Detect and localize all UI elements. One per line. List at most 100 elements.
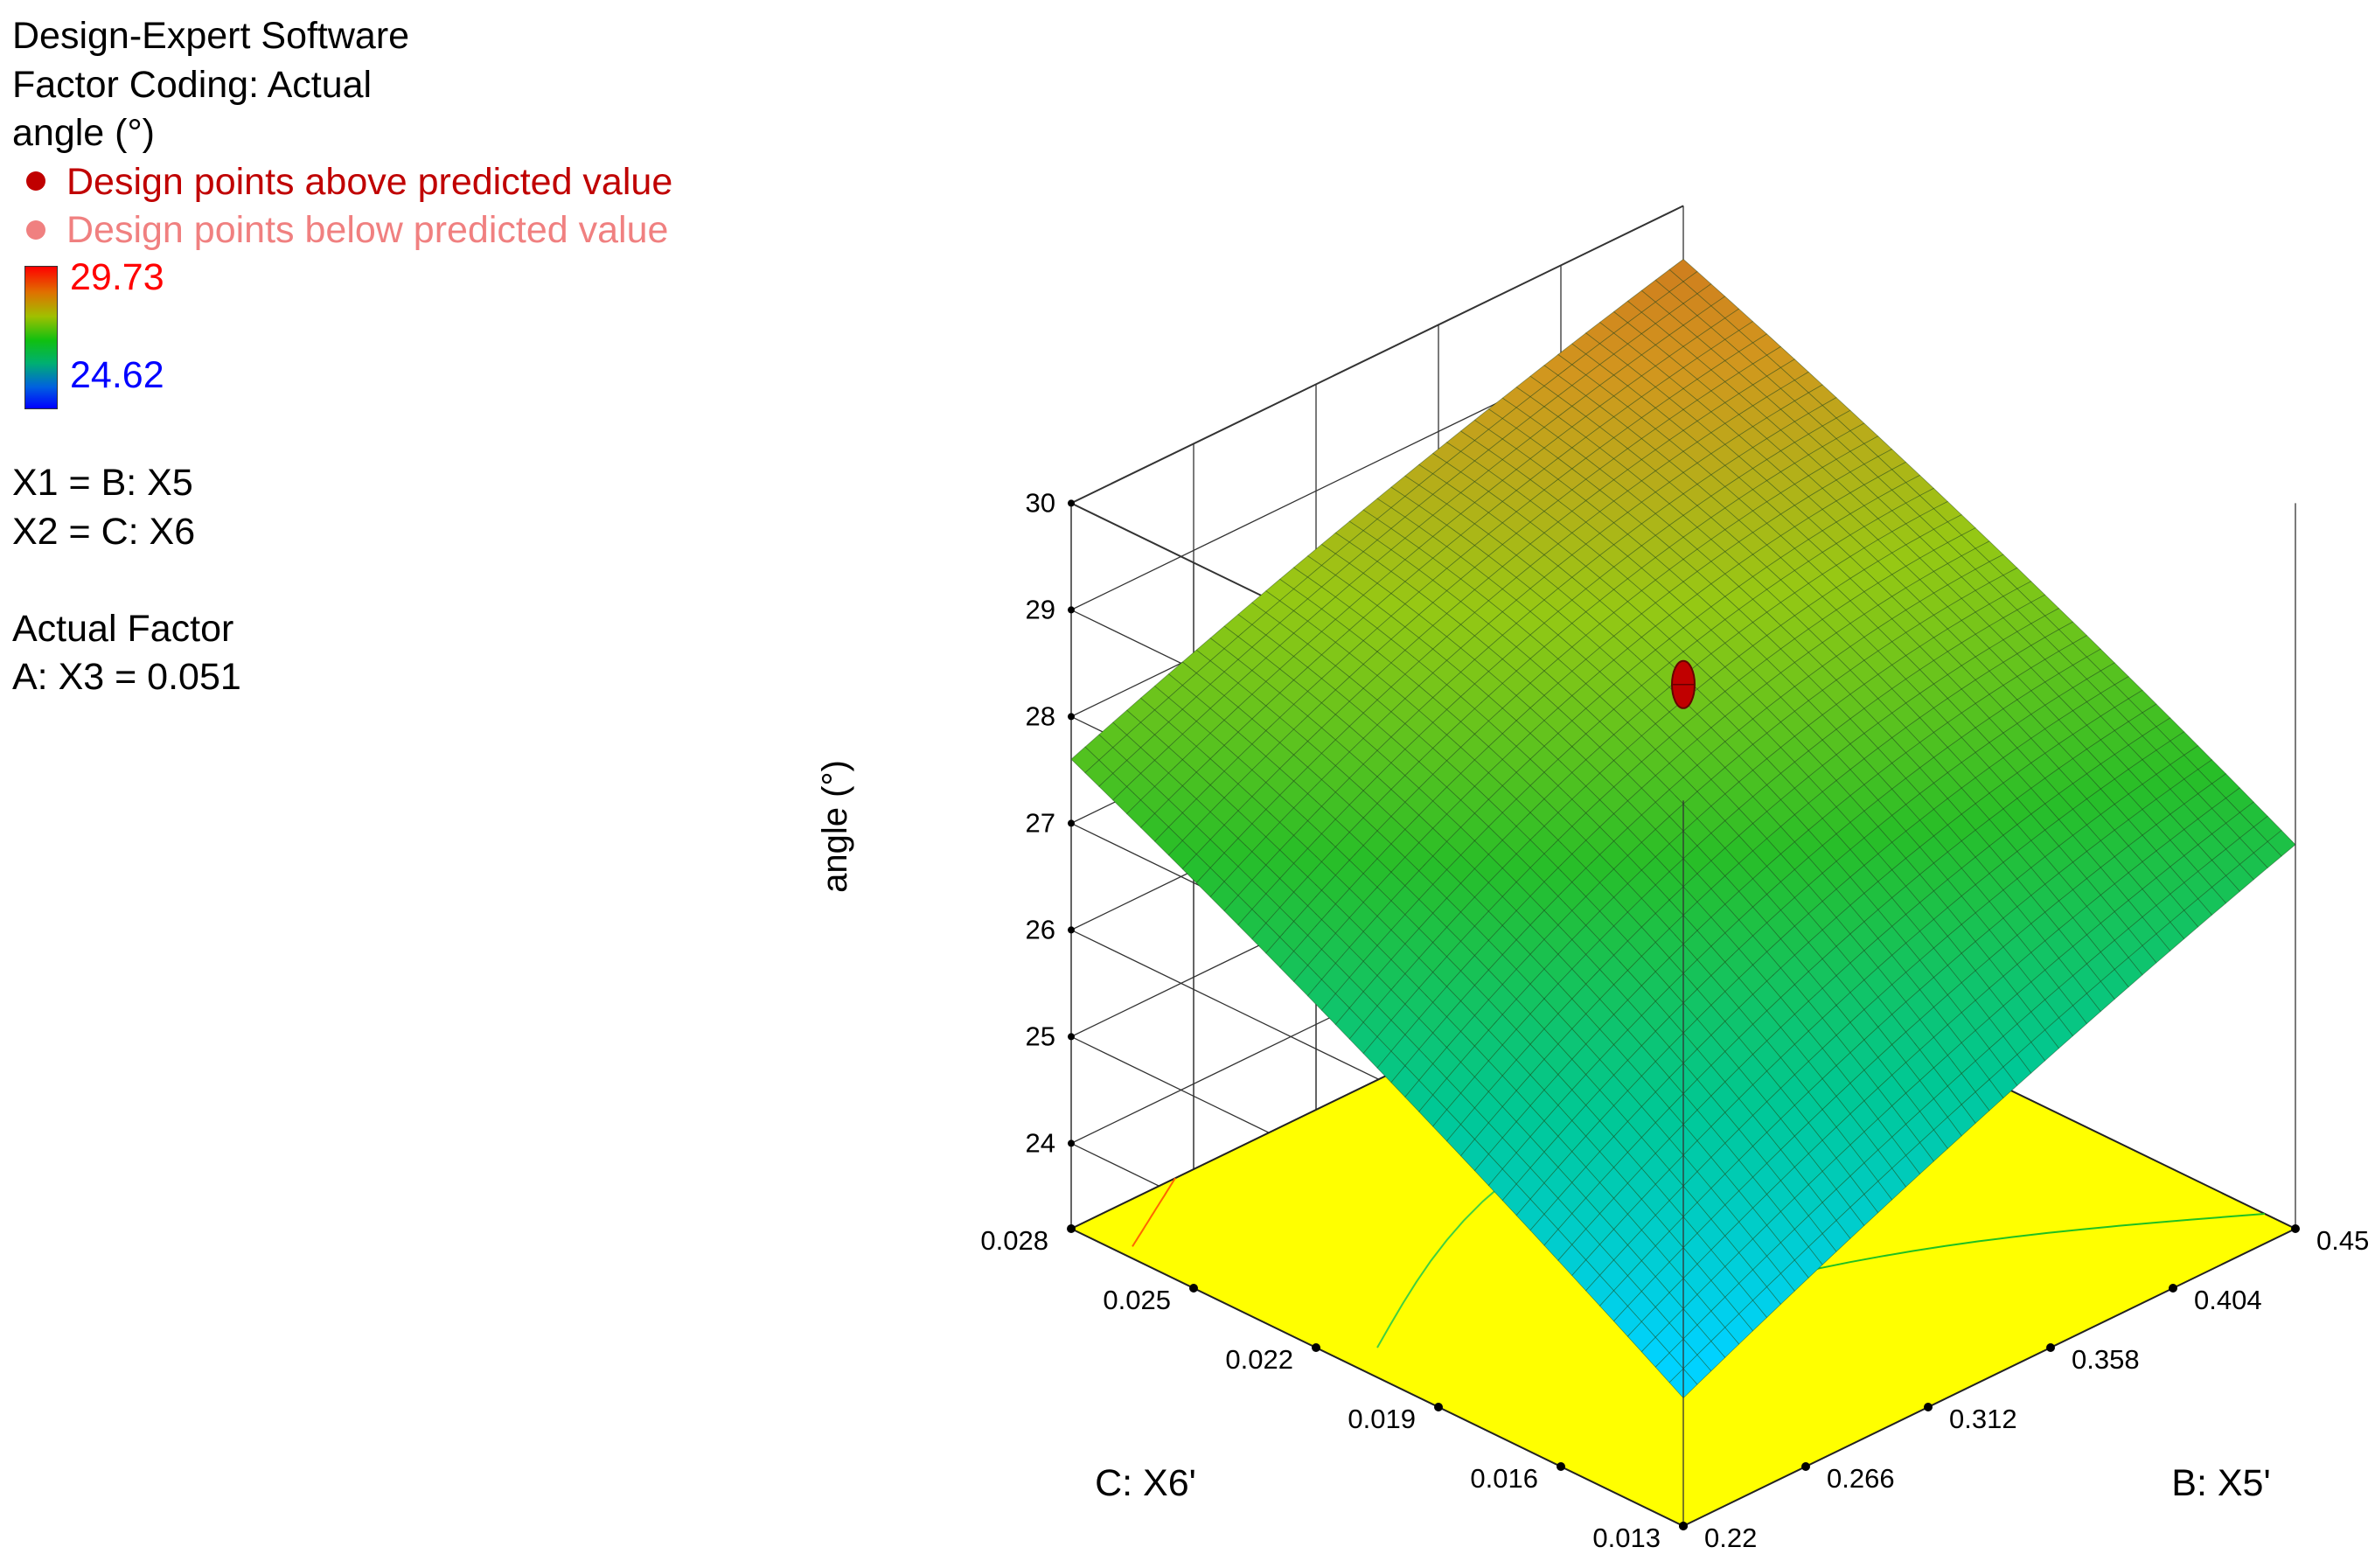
surface-cell	[1975, 873, 2004, 902]
surface-cell	[1835, 795, 1865, 823]
surface-cell	[1975, 561, 2004, 583]
surface-cell	[1947, 1104, 1976, 1137]
surface-cell	[1807, 1109, 1837, 1141]
surface-cell	[1654, 503, 1684, 526]
surface-cell	[1459, 1045, 1489, 1078]
surface-cell	[1738, 1238, 1768, 1271]
surface-cell	[1612, 1275, 1642, 1307]
surface-cell	[1780, 592, 1809, 617]
surface-cell	[1598, 1259, 1628, 1292]
surface-cell	[1654, 313, 1684, 336]
surface-cell	[1780, 896, 1809, 927]
surface-cell	[1362, 776, 1392, 805]
surface-cell	[1682, 462, 1712, 485]
surface-cell	[1278, 588, 1309, 612]
surface-cell	[1975, 767, 2004, 794]
surface-cell	[1612, 747, 1642, 775]
surface-cell	[1682, 930, 1712, 961]
surface-cell	[1348, 845, 1378, 875]
surface-cell	[1279, 780, 1309, 809]
surface-cell	[1501, 882, 1531, 912]
surface-cell	[1849, 1039, 1879, 1071]
surface-cell	[1724, 781, 1754, 810]
surface-cell	[1571, 812, 1601, 841]
surface-cell	[1766, 772, 1795, 801]
surface-cell	[1738, 489, 1768, 512]
surface-cell	[1265, 937, 1295, 968]
surface-cell	[1459, 589, 1489, 614]
surface-cell	[1752, 732, 1781, 760]
surface-cell	[1348, 763, 1378, 791]
surface-cell	[1584, 447, 1615, 470]
surface-cell	[1070, 746, 1100, 774]
surface-cell	[1292, 715, 1322, 742]
surface-cell	[1279, 703, 1309, 730]
surface-cell	[2114, 957, 2143, 988]
surface-cell	[1418, 855, 1448, 885]
surface-cell	[1585, 910, 1615, 941]
surface-cell	[1195, 867, 1225, 898]
b-tick-label-0: 0.22	[1704, 1523, 1757, 1553]
surface-cell	[1418, 800, 1448, 829]
surface-cell	[1807, 1202, 1837, 1235]
surface-cell	[1459, 567, 1489, 590]
surface-cell	[1223, 756, 1253, 784]
surface-cell	[1501, 771, 1531, 800]
surface-cell	[1348, 640, 1378, 666]
surface-cell	[1515, 867, 1545, 897]
surface-cell	[1877, 712, 1907, 739]
surface-cell	[1265, 578, 1295, 602]
surface-cell	[1863, 436, 1893, 457]
legend-above: Design points above predicted value	[12, 158, 672, 207]
surface-cell	[1724, 655, 1754, 681]
surface-cell	[1975, 819, 2004, 847]
surface-cell	[1752, 1101, 1781, 1133]
surface-cell	[1793, 1215, 1823, 1248]
surface-cell	[1459, 523, 1489, 547]
surface-cell	[2072, 724, 2101, 750]
surface-cell	[1766, 1027, 1795, 1059]
surface-cell	[1348, 551, 1378, 575]
surface-cell	[1348, 509, 1378, 532]
surface-cell	[1529, 881, 1559, 911]
surface-cell	[1947, 688, 1976, 714]
surface-cell	[1863, 937, 1893, 968]
surface-cell	[1292, 555, 1323, 578]
surface-cell	[1376, 1020, 1406, 1052]
surface-cell	[1738, 850, 1768, 880]
surface-cell	[1919, 571, 1948, 594]
surface-cell	[1668, 258, 1698, 282]
surface-cell	[1515, 1167, 1545, 1200]
surface-cell	[1668, 603, 1698, 629]
surface-cell	[1584, 511, 1615, 534]
surface-cell	[1571, 983, 1601, 1015]
surface-cell	[1612, 322, 1642, 345]
surface-cell	[1738, 823, 1768, 852]
surface-cell	[1348, 817, 1378, 847]
surface-cell	[1598, 734, 1628, 762]
surface-cell	[1501, 576, 1531, 601]
surface-cell	[1585, 854, 1615, 883]
surface-cell	[1612, 1059, 1642, 1091]
surface-cell	[1724, 586, 1754, 610]
surface-cell	[2016, 1042, 2046, 1074]
surface-cell	[1529, 599, 1559, 624]
surface-cell	[1584, 623, 1615, 649]
surface-cell	[1780, 401, 1809, 422]
surface-cell	[1515, 812, 1545, 841]
z-tick-label-2: 26	[1026, 914, 1055, 944]
surface-cell	[2086, 715, 2115, 741]
surface-cell	[1459, 635, 1489, 660]
surface-cell	[1571, 1074, 1601, 1106]
surface-cell	[2197, 887, 2227, 916]
surface-cell	[1459, 985, 1489, 1016]
surface-cell	[1724, 729, 1754, 756]
surface-cell	[1487, 1168, 1517, 1202]
surface-cell	[1752, 417, 1782, 440]
surface-cell	[1752, 784, 1781, 812]
surface-cell	[1418, 942, 1448, 973]
surface-cell	[1752, 1010, 1781, 1042]
surface-cell	[1459, 545, 1489, 568]
surface-cell	[1724, 1251, 1754, 1285]
surface-cell	[1738, 645, 1768, 671]
